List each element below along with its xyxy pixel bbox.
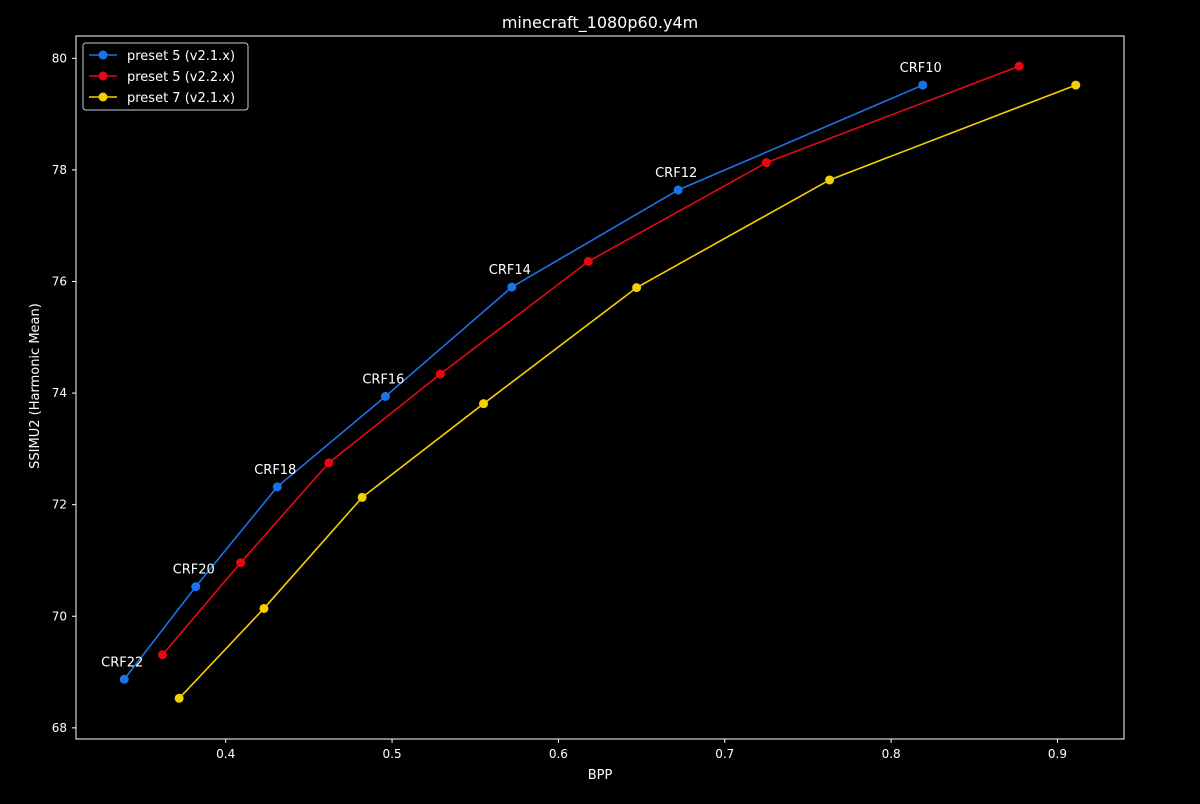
- x-tick-label: 0.4: [216, 747, 235, 761]
- legend-box: [82, 42, 249, 111]
- y-tick-label: 72: [52, 498, 67, 512]
- data-point: [357, 492, 367, 502]
- data-point: [236, 558, 246, 568]
- data-point: [507, 282, 517, 292]
- data-point: [435, 369, 445, 379]
- crf-annotation: CRF12: [655, 166, 697, 181]
- legend-marker: [98, 50, 108, 60]
- plot-frame: [75, 35, 1125, 740]
- crf-annotation: CRF20: [173, 563, 215, 578]
- legend-label: preset 5 (v2.2.x): [127, 70, 235, 85]
- crf-annotation: CRF22: [101, 655, 143, 670]
- data-point: [119, 674, 129, 684]
- x-tick-label: 0.9: [1048, 747, 1067, 761]
- crf-annotation: CRF14: [489, 263, 531, 278]
- data-point: [174, 693, 184, 703]
- data-point: [479, 399, 489, 409]
- data-point: [825, 175, 835, 185]
- data-point: [583, 256, 593, 266]
- annotation-layer: CRF22 CRF20 CRF18 CRF16 CRF14 CRF12 CRF10: [101, 61, 942, 670]
- data-point: [324, 458, 334, 468]
- y-axis: 68 70 72 74 76 78 80: [52, 51, 76, 735]
- x-tick-label: 0.8: [882, 747, 901, 761]
- x-tick-label: 0.7: [715, 747, 734, 761]
- legend-item: preset 7 (v2.1.x): [89, 91, 235, 106]
- legend: preset 5 (v2.1.x) preset 5 (v2.2.x) preset…: [82, 42, 249, 111]
- legend-item: preset 5 (v2.1.x): [89, 49, 235, 64]
- data-point: [272, 482, 282, 492]
- legend-marker: [98, 92, 108, 102]
- data-point: [918, 80, 928, 90]
- y-tick-label: 76: [52, 274, 67, 288]
- data-point: [259, 603, 269, 613]
- series-3: [174, 80, 1081, 703]
- data-point: [1071, 80, 1081, 90]
- data-point: [632, 283, 642, 293]
- data-point: [158, 650, 168, 660]
- legend-label: preset 5 (v2.1.x): [127, 49, 235, 64]
- data-point: [761, 158, 771, 168]
- data-point: [673, 185, 683, 195]
- y-tick-label: 70: [52, 609, 67, 623]
- data-point: [1014, 61, 1024, 71]
- chart-title: minecraft_1080p60.y4m: [502, 13, 698, 33]
- y-axis-label: SSIMU2 (Harmonic Mean): [28, 303, 43, 469]
- crf-annotation: CRF16: [362, 372, 404, 387]
- crf-annotation: CRF10: [900, 61, 942, 76]
- y-tick-label: 68: [52, 721, 67, 735]
- legend-label: preset 7 (v2.1.x): [127, 91, 235, 106]
- y-tick-label: 74: [52, 386, 67, 400]
- y-tick-label: 78: [52, 163, 67, 177]
- series-2: [158, 61, 1024, 660]
- plot-area: [75, 35, 1125, 740]
- x-axis-label: BPP: [588, 768, 613, 783]
- x-tick-label: 0.5: [383, 747, 402, 761]
- x-axis: 0.4 0.5 0.6 0.7 0.8 0.9: [216, 739, 1067, 761]
- series-layer: [119, 61, 1081, 703]
- legend-item: preset 5 (v2.2.x): [89, 70, 235, 85]
- x-tick-label: 0.6: [549, 747, 568, 761]
- series-1: [119, 80, 928, 684]
- data-point: [191, 582, 201, 592]
- y-tick-label: 80: [52, 51, 67, 65]
- crf-annotation: CRF18: [254, 463, 296, 478]
- legend-marker: [98, 71, 108, 81]
- data-point: [380, 391, 390, 401]
